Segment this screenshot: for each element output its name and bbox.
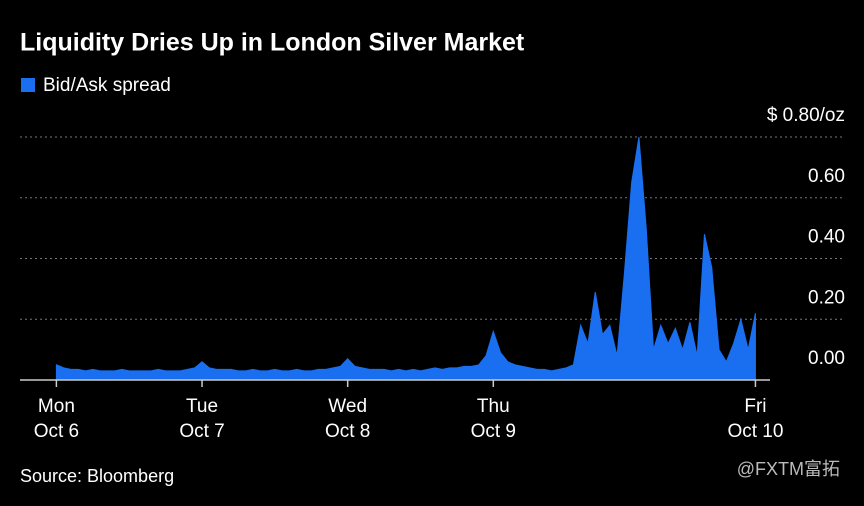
- x-tick-label: Oct 7: [179, 421, 224, 442]
- y-tick-label: 0.60: [808, 166, 845, 187]
- area: [55, 136, 756, 381]
- watermark: @FXTM富拓: [737, 459, 840, 479]
- y-tick-label: $ 0.80/oz: [767, 105, 845, 126]
- x-tick-label: Oct 9: [471, 421, 516, 442]
- legend-label: Bid/Ask spread: [43, 75, 171, 96]
- x-tick-label: Fri: [744, 396, 766, 417]
- y-tick-label: 0.00: [808, 348, 845, 369]
- x-tick-label: Thu: [477, 396, 510, 417]
- x-tick-label: Tue: [186, 396, 218, 417]
- x-tick-label: Mon: [38, 396, 75, 417]
- x-tick-label: Oct 6: [34, 421, 79, 442]
- source: Source: Bloomberg: [20, 466, 174, 486]
- legend-swatch: [21, 78, 35, 92]
- x-tick-label: Wed: [328, 396, 367, 417]
- y-tick-label: 0.40: [808, 227, 845, 248]
- x-tick-label: Oct 8: [325, 421, 370, 442]
- y-tick-label: 0.20: [808, 287, 845, 308]
- x-tick-label: Oct 10: [727, 421, 783, 442]
- chart-title: Liquidity Dries Up in London Silver Mark…: [20, 29, 525, 57]
